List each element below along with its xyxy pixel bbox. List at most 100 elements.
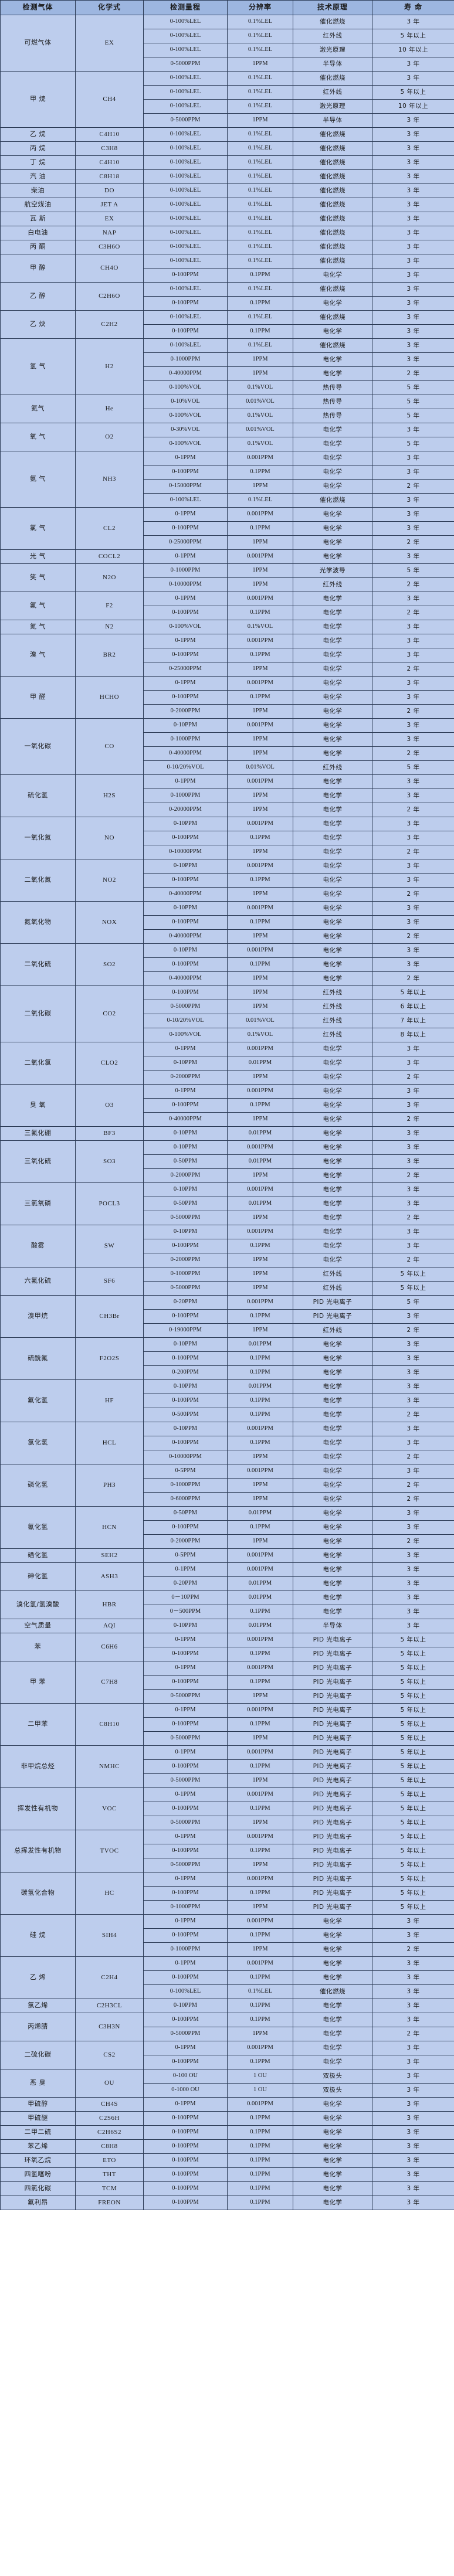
cell-lifetime: 3 年: [372, 1520, 454, 1535]
cell-resolution: 1PPM: [227, 662, 293, 677]
table-row: 溴 气 BR2 0-1PPM 0.001PPM 电化学 3 年: [0, 634, 454, 677]
cell-gas: 氮氧化物: [0, 901, 76, 944]
table-row: 0-100PPM 0.1PPM PID 光电离子 5 年以上: [1, 1675, 454, 1690]
table-row: 0-5000PPM 1PPM 红外线 5 年以上: [1, 1281, 454, 1296]
header-lifetime: 寿 命: [372, 0, 454, 15]
cell-range: 0-200PPM: [143, 1365, 228, 1380]
table-row: 可燃气体 EX 0-100%LEL 0.1%LEL 催化燃烧 3 年: [0, 15, 454, 72]
cell-gas: 氰化氢: [0, 1506, 76, 1549]
cell-range: 0-30%VOL: [143, 423, 228, 437]
cell-resolution: 1PPM: [227, 1070, 293, 1085]
cell-range: 0-1PPM: [143, 1633, 228, 1647]
cell-range: 0-100%VOL: [143, 620, 228, 634]
cell-lifetime: 3 年: [372, 1394, 454, 1408]
cell-technology: 热传导: [293, 380, 372, 395]
cell-lifetime: 3 年: [372, 1140, 454, 1155]
table-row: 0-10000PPM 1PPM 电化学 2 年: [1, 1450, 454, 1464]
cell-resolution: 0.001PPM: [227, 1661, 293, 1676]
table-row: 氯化氢 HCL 0-10PPM 0.001PPM 电化学 3 年: [0, 1422, 454, 1464]
cell-lifetime: 3 年: [372, 648, 454, 662]
cell-range: 0-10000PPM: [143, 577, 228, 592]
cell-formula: PH3: [75, 1464, 144, 1507]
cell-resolution: 1 OU: [227, 2083, 293, 2098]
cell-resolution: 0.001PPM: [227, 1548, 293, 1563]
cell-resolution: 0.01PPM: [227, 1154, 293, 1169]
cell-lifetime: 2 年: [372, 577, 454, 592]
cell-gas: 笑 气: [0, 563, 76, 592]
cell-range: 0-1PPM: [143, 1042, 228, 1056]
table-row: 氰化氢 HCN 0-50PPM 0.01PPM 电化学 3 年: [0, 1506, 454, 1549]
cell-resolution: 0.001PPM: [227, 549, 293, 564]
cell-resolution: 0.1PPM: [227, 268, 293, 283]
cell-technology: 电化学: [293, 1478, 372, 1493]
cell-gas: 挥发性有机物: [0, 1787, 76, 1830]
cell-lifetime: 2 年: [372, 1408, 454, 1422]
cell-lifetime: 3 年: [372, 2083, 454, 2098]
cell-lifetime: 5 年以上: [372, 1858, 454, 1872]
cell-technology: 电化学: [293, 1239, 372, 1253]
cell-lifetime: 3 年: [372, 1984, 454, 1999]
cell-resolution: 0.01%VOL: [227, 395, 293, 409]
cell-gas: 四氢噻吩: [0, 2167, 76, 2182]
cell-technology: 催化燃烧: [293, 310, 372, 325]
cell-resolution: 0.1%LEL: [227, 1984, 293, 1999]
cell-resolution: 0.001PPM: [227, 718, 293, 733]
cell-range: 0-100PPM: [143, 2013, 228, 2027]
cell-range: 0-100PPM: [143, 296, 228, 311]
cell-technology: 红外线: [293, 577, 372, 592]
cell-formula: O2: [75, 423, 144, 451]
cell-range: 0-2000PPM: [143, 1253, 228, 1267]
cell-gas: 氯 气: [0, 507, 76, 550]
cell-lifetime: 3 年: [372, 57, 454, 72]
cell-formula: SEH2: [75, 1548, 144, 1563]
cell-formula: DO: [75, 183, 144, 198]
cell-technology: 电化学: [293, 2167, 372, 2182]
cell-technology: 电化学: [293, 1914, 372, 1929]
table-row: 酸雾 SW 0-10PPM 0.001PPM 电化学 3 年: [0, 1225, 454, 1267]
cell-technology: 电化学: [293, 873, 372, 888]
cell-technology: 电化学: [293, 1422, 372, 1436]
cell-technology: 双极头: [293, 2069, 372, 2084]
table-row: 0-1000 OU 1 OU 双极头 3 年: [1, 2083, 454, 2098]
cell-lifetime: 3 年: [372, 1182, 454, 1197]
cell-range: 0-100PPM: [143, 2181, 228, 2196]
cell-lifetime: 5 年以上: [372, 1830, 454, 1844]
cell-gas: 砷化氢: [0, 1562, 76, 1591]
cell-lifetime: 5 年以上: [372, 1689, 454, 1704]
table-row: 0-100%VOL 0.1%VOL 热传导 5 年: [1, 380, 454, 395]
cell-technology: 电化学: [293, 592, 372, 606]
cell-lifetime: 3 年: [372, 1225, 454, 1239]
cell-lifetime: 5 年以上: [372, 1703, 454, 1718]
table-row: 0-100%LEL 0.1%LEL 催化燃烧 3 年: [1, 493, 454, 508]
cell-formula: BF3: [75, 1126, 144, 1141]
header-formula: 化学式: [75, 0, 144, 15]
cell-range: 0-10PPM: [143, 1422, 228, 1436]
cell-range: 0-100%LEL: [143, 29, 228, 43]
cell-gas: 二甲二硫: [0, 2125, 76, 2140]
cell-gas: 乙 烷: [0, 127, 76, 142]
cell-resolution: 0.1%LEL: [227, 169, 293, 184]
cell-resolution: 1PPM: [227, 1211, 293, 1225]
cell-lifetime: 2 年: [372, 1478, 454, 1493]
cell-range: 0-100PPM: [143, 1647, 228, 1661]
cell-lifetime: 3 年: [372, 2167, 454, 2182]
cell-lifetime: 5 年以上: [372, 1281, 454, 1296]
table-row: 0-40000PPM 1PPM 电化学 2 年: [1, 971, 454, 986]
cell-technology: 电化学: [293, 606, 372, 620]
header-resolution: 分辨率: [227, 0, 293, 15]
table-row: 0-5000PPM 1PPM PID 光电离子 5 年以上: [1, 1816, 454, 1830]
cell-resolution: 1PPM: [227, 563, 293, 578]
table-row: 0-10/20%VOL 0.01%VOL 红外线 7 年以上: [1, 1014, 454, 1028]
cell-formula: EX: [75, 15, 144, 72]
cell-technology: 催化燃烧: [293, 493, 372, 508]
table-row: 氮 气 N2 0-100%VOL 0.1%VOL 电化学 3 年: [0, 620, 454, 634]
table-row: 0-6000PPM 1PPM 电化学 2 年: [1, 1492, 454, 1507]
cell-lifetime: 3 年: [372, 789, 454, 803]
cell-resolution: 0.01%VOL: [227, 760, 293, 775]
cell-range: 0-100%LEL: [143, 169, 228, 184]
cell-range: 0-1000PPM: [143, 1900, 228, 1915]
cell-lifetime: 3 年: [372, 1956, 454, 1971]
table-row: 0-10PPM 0.01PPM 电化学 3 年: [1, 1056, 454, 1070]
cell-range: 0-100PPM: [143, 324, 228, 339]
cell-range: 0-1PPM: [143, 1661, 228, 1676]
